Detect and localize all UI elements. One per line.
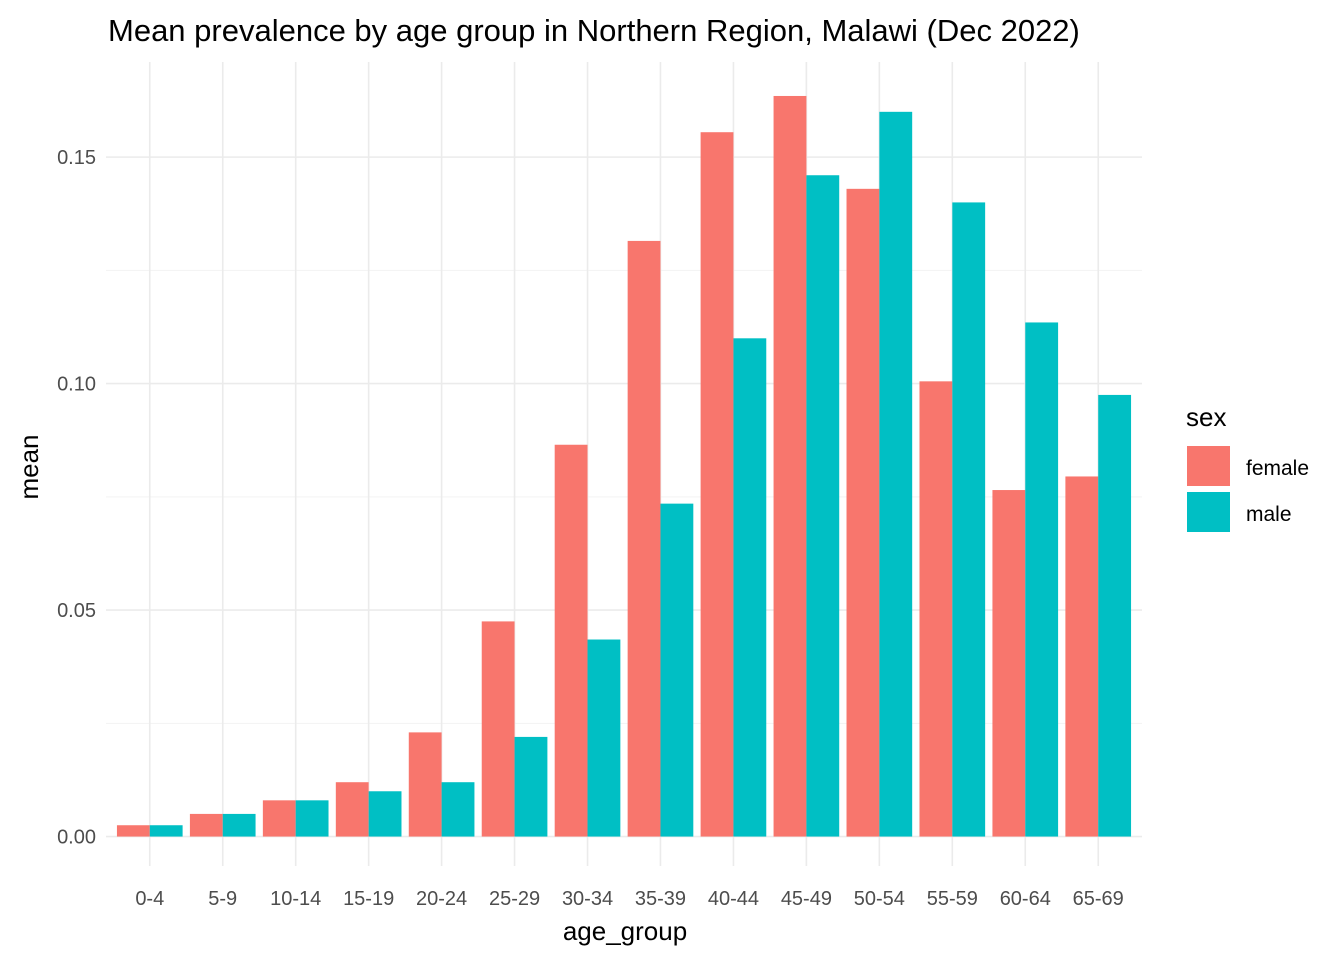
x-axis-title: age_group bbox=[563, 916, 687, 946]
x-tick-label: 0-4 bbox=[135, 888, 164, 910]
y-tick-label: 0.05 bbox=[57, 600, 96, 622]
bar-male-50-54 bbox=[879, 111, 913, 837]
bar-male-10-14 bbox=[295, 800, 329, 837]
legend-swatch-female bbox=[1187, 446, 1230, 486]
y-axis-tick-labels: 0.00 0.05 0.10 0.15 bbox=[57, 147, 96, 848]
x-tick-label: 40-44 bbox=[708, 888, 759, 910]
bar-female-35-39 bbox=[627, 240, 661, 837]
chart-title: Mean prevalence by age group in Northern… bbox=[108, 13, 1080, 48]
x-axis-tick-labels: 0-4 5-9 10-14 15-19 20-24 25-29 30-34 35-39 40-4… bbox=[135, 888, 1123, 910]
legend-label-male: male bbox=[1246, 503, 1292, 526]
legend: sex female male bbox=[1186, 402, 1309, 532]
y-axis-title: mean bbox=[14, 434, 44, 499]
y-tick-label: 0.15 bbox=[57, 147, 96, 169]
x-tick-label: 30-34 bbox=[562, 888, 613, 910]
bar-male-15-19 bbox=[368, 791, 402, 837]
y-tick-label: 0.00 bbox=[57, 827, 96, 849]
bar-male-30-34 bbox=[587, 639, 621, 837]
bar-male-40-44 bbox=[733, 338, 767, 837]
bar-female-15-19 bbox=[335, 782, 369, 837]
x-tick-label: 5-9 bbox=[208, 888, 237, 910]
x-tick-label: 55-59 bbox=[927, 888, 978, 910]
bar-male-0-4 bbox=[149, 825, 183, 837]
x-tick-label: 20-24 bbox=[416, 888, 467, 910]
bar-male-35-39 bbox=[660, 503, 694, 837]
bar-female-25-29 bbox=[481, 621, 515, 837]
x-tick-label: 25-29 bbox=[489, 888, 540, 910]
bar-male-25-29 bbox=[514, 736, 548, 837]
x-tick-label: 65-69 bbox=[1073, 888, 1124, 910]
bar-female-0-4 bbox=[116, 825, 150, 837]
bar-male-5-9 bbox=[222, 813, 256, 837]
bar-male-20-24 bbox=[441, 782, 475, 837]
bars bbox=[116, 95, 1132, 837]
bar-male-45-49 bbox=[806, 175, 840, 837]
bar-female-60-64 bbox=[992, 490, 1026, 837]
legend-title: sex bbox=[1186, 402, 1226, 432]
x-tick-label: 45-49 bbox=[781, 888, 832, 910]
bar-female-30-34 bbox=[554, 444, 588, 837]
x-tick-label: 15-19 bbox=[343, 888, 394, 910]
legend-label-female: female bbox=[1246, 457, 1309, 480]
bar-male-65-69 bbox=[1098, 394, 1132, 837]
grid-lines bbox=[106, 62, 1142, 866]
bar-female-5-9 bbox=[189, 813, 223, 837]
bar-female-65-69 bbox=[1065, 476, 1099, 837]
x-tick-label: 35-39 bbox=[635, 888, 686, 910]
x-tick-label: 60-64 bbox=[1000, 888, 1051, 910]
bar-female-20-24 bbox=[408, 732, 442, 837]
x-tick-label: 50-54 bbox=[854, 888, 905, 910]
bar-female-10-14 bbox=[262, 800, 296, 837]
bar-male-55-59 bbox=[952, 202, 986, 837]
legend-swatch-male bbox=[1187, 492, 1230, 532]
y-tick-label: 0.10 bbox=[57, 374, 96, 396]
bar-female-40-44 bbox=[700, 132, 734, 837]
bar-female-50-54 bbox=[846, 188, 880, 837]
bar-female-55-59 bbox=[919, 381, 953, 837]
x-tick-label: 10-14 bbox=[270, 888, 321, 910]
bar-male-60-64 bbox=[1025, 322, 1059, 837]
bar-female-45-49 bbox=[773, 95, 807, 837]
